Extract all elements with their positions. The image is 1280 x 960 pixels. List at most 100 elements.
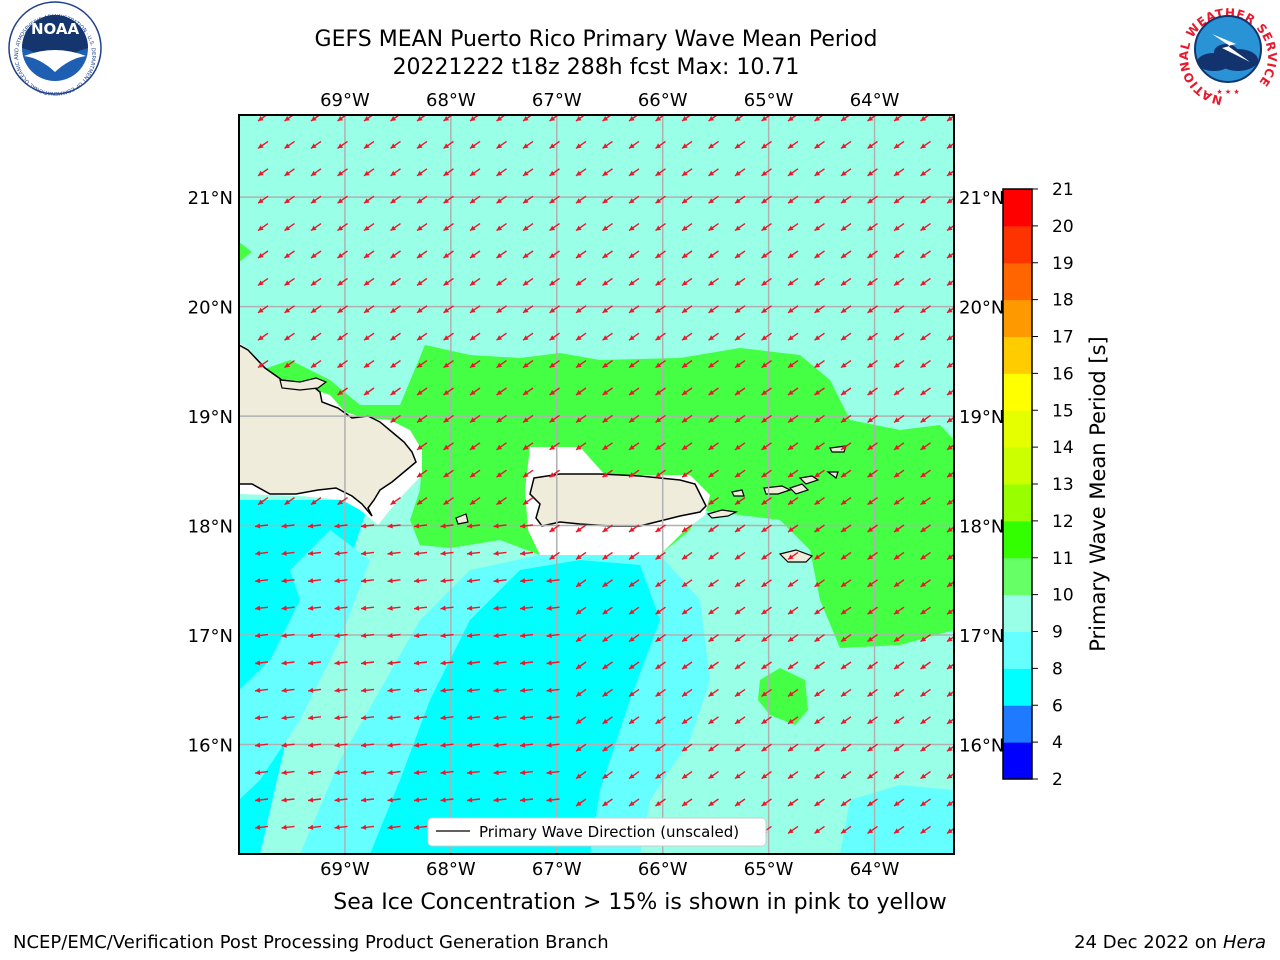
wave-arrow <box>946 772 954 780</box>
wave-arrow <box>602 305 613 314</box>
wave-arrow <box>440 523 454 529</box>
wave-arrow <box>575 524 587 533</box>
wave-arrow <box>761 688 772 697</box>
wave-arrow <box>920 305 931 314</box>
wave-arrow <box>602 688 613 697</box>
wave-arrow <box>681 606 693 615</box>
wave-arrow <box>655 551 666 560</box>
colorbar-tick-label: 13 <box>1052 475 1074 495</box>
wave-arrow <box>814 634 825 643</box>
wave-arrow <box>867 688 878 697</box>
wave-arrow <box>307 660 322 666</box>
wave-arrow <box>893 771 905 780</box>
wave-arrow <box>946 553 954 560</box>
wave-arrow <box>655 688 666 697</box>
wave-arrow <box>946 581 954 588</box>
wave-arrow <box>893 661 905 670</box>
wave-arrow <box>655 305 666 314</box>
colorbar-tick-label: 10 <box>1052 586 1074 606</box>
wave-arrow <box>443 277 454 286</box>
wave-arrow <box>310 277 322 286</box>
wave-arrow <box>549 168 560 177</box>
wave-arrow <box>681 634 693 643</box>
wave-arrow <box>466 715 481 721</box>
noaa-logo-text: NOAA <box>31 20 80 38</box>
wave-arrow <box>257 497 269 506</box>
wave-arrow <box>254 550 269 556</box>
wave-arrow <box>440 715 454 721</box>
wave-arrow <box>734 798 746 807</box>
wave-arrow <box>655 360 666 369</box>
wave-arrow <box>575 688 587 697</box>
wave-arrow <box>840 195 852 204</box>
wave-arrow <box>575 743 587 752</box>
lat-labels-right: 21°N 20°N 19°N 18°N 17°N 16°N <box>959 188 1004 756</box>
wave-arrow <box>787 360 799 369</box>
wave-arrow <box>254 742 269 748</box>
wave-arrow <box>840 634 852 643</box>
lon-label: 64°W <box>850 859 900 880</box>
wave-arrow <box>920 250 931 259</box>
wave-arrow <box>814 688 825 697</box>
colorbar-tick-label: 16 <box>1052 364 1074 384</box>
wave-arrow <box>443 469 454 478</box>
wave-arrow <box>466 632 481 639</box>
wave-arrow <box>761 497 772 506</box>
wave-arrow <box>334 824 348 830</box>
wave-arrow <box>575 579 587 588</box>
wave-arrow <box>602 387 613 396</box>
wave-arrow <box>334 660 348 666</box>
wave-arrow <box>413 605 428 611</box>
wave-arrow <box>840 442 852 451</box>
wave-arrow <box>814 360 825 369</box>
wave-arrow <box>519 632 534 639</box>
wave-arrow <box>708 332 719 341</box>
wave-arrow <box>360 715 375 721</box>
wave-arrow <box>496 140 507 149</box>
wave-arrow <box>814 798 825 807</box>
wave-arrow <box>575 332 587 341</box>
wave-arrow <box>519 769 534 776</box>
colorbar-tick-label: 21 <box>1052 180 1074 200</box>
wave-arrow <box>814 414 825 423</box>
wave-arrow <box>466 605 481 611</box>
wave-arrow <box>522 250 534 259</box>
wave-arrow <box>575 250 587 259</box>
wave-arrow <box>307 523 322 529</box>
wave-arrow <box>655 469 666 478</box>
wave-arrow <box>522 305 534 314</box>
wave-arrow <box>254 769 269 776</box>
wave-arrow <box>840 140 852 149</box>
wave-arrow <box>469 497 481 506</box>
wave-arrow <box>920 414 931 423</box>
wave-arrow <box>628 634 640 643</box>
wave-arrow <box>787 332 799 341</box>
wave-arrow <box>337 277 348 286</box>
wave-arrow <box>840 743 852 752</box>
wave-arrow <box>387 797 401 803</box>
wave-arrow <box>840 277 852 286</box>
wave-arrow <box>387 523 401 529</box>
wave-arrow <box>867 195 878 204</box>
lat-label: 18°N <box>959 517 1004 538</box>
wave-arrow <box>708 414 719 423</box>
wave-arrow <box>257 305 269 314</box>
wave-arrow <box>416 497 428 506</box>
wave-arrow <box>496 195 507 204</box>
wave-arrow <box>549 360 560 369</box>
wave-arrow <box>363 223 375 232</box>
wave-arrow <box>575 414 587 423</box>
wave-arrow <box>628 387 640 396</box>
wave-arrow <box>575 360 587 369</box>
wave-arrow <box>708 716 719 725</box>
wave-arrow <box>602 195 613 204</box>
wave-arrow <box>867 332 878 341</box>
lat-label: 21°N <box>959 188 1004 209</box>
wave-arrow <box>254 523 269 529</box>
wave-arrow <box>708 551 719 560</box>
wave-arrow <box>628 140 640 149</box>
wave-arrow <box>920 716 931 725</box>
wave-arrow <box>546 715 560 721</box>
wave-arrow <box>363 140 375 149</box>
wave-arrow <box>867 743 878 752</box>
